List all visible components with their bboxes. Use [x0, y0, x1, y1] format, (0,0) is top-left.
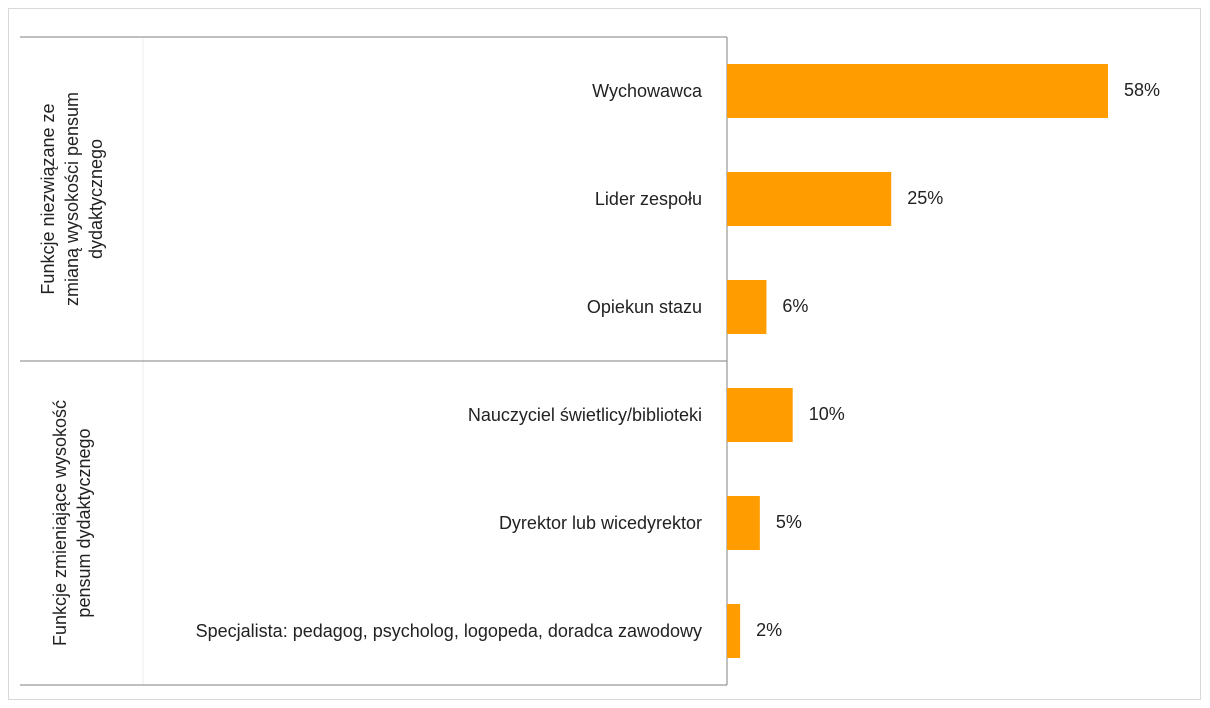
value-label: 5% [776, 512, 802, 532]
value-label: 2% [756, 620, 782, 640]
category-label: Specjalista: pedagog, psycholog, logoped… [195, 621, 702, 641]
group-label: Funkcje niezwiązane ze zmianą wysokości … [38, 91, 106, 307]
category-label: Lider zespołu [594, 189, 702, 209]
bar [727, 280, 767, 334]
value-label: 10% [809, 404, 845, 424]
category-label: Dyrektor lub wicedyrektor [498, 513, 702, 533]
chart-frame [8, 8, 1201, 700]
value-label: 25% [907, 188, 943, 208]
bar [727, 388, 793, 442]
value-label: 58% [1124, 80, 1160, 100]
group-label: Funkcje zmieniające wysokość pensum dyda… [50, 399, 94, 647]
category-label: Wychowawca [592, 81, 702, 101]
category-label: Opiekun stazu [586, 297, 702, 317]
bar [727, 64, 1108, 118]
category-label: Nauczyciel świetlicy/biblioteki [467, 405, 702, 425]
bar [727, 496, 760, 550]
value-label: 6% [782, 296, 808, 316]
bar [727, 172, 892, 226]
bar [727, 604, 741, 658]
